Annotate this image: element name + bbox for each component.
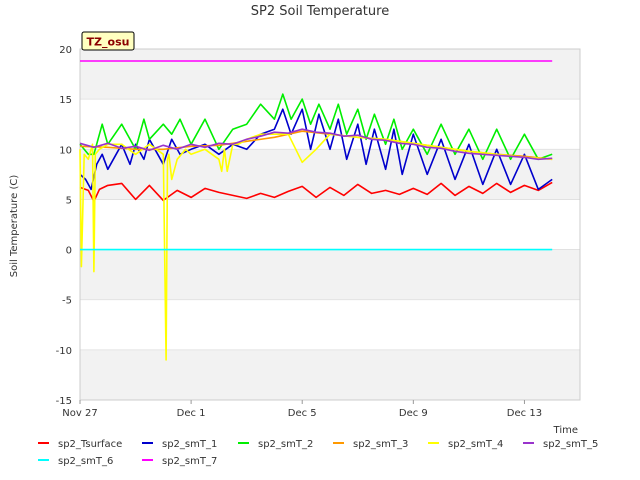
- y-axis: -15 -10 -5 0 5 10 15 20: [56, 45, 72, 407]
- legend-label: sp2_smT_1: [162, 439, 217, 450]
- y-tick-label: 5: [66, 195, 72, 206]
- plot-band: [80, 249, 580, 300]
- y-tick-label: -10: [56, 346, 72, 357]
- y-tick-label: 0: [66, 246, 72, 257]
- series-layer: [79, 60, 553, 361]
- x-tick-label: Dec 9: [399, 408, 428, 419]
- y-tick-label: -15: [56, 396, 72, 407]
- plot-band: [80, 99, 580, 150]
- legend-label: sp2_smT_6: [58, 456, 113, 467]
- legend: sp2_Tsurface sp2_smT_1 sp2_smT_2 sp2_smT_3 s…: [38, 439, 598, 467]
- legend-label: sp2_smT_7: [162, 456, 217, 467]
- chart-title: SP2 Soil Temperature: [251, 4, 389, 19]
- tz-badge-label: TZ_osu: [87, 36, 130, 49]
- x-axis: Nov 27 Dec 1 Dec 5 Dec 9 Dec 13: [62, 400, 542, 419]
- y-tick-label: -5: [62, 296, 72, 307]
- x-tick-label: Dec 13: [507, 408, 542, 419]
- legend-label: sp2_smT_3: [353, 439, 408, 450]
- legend-label: sp2_Tsurface: [58, 439, 122, 450]
- series-line-sp2_smT_4: [79, 133, 553, 361]
- series-line-sp2_smT_5: [79, 128, 553, 161]
- x-tick-label: Dec 1: [177, 408, 206, 419]
- legend-label: sp2_smT_5: [543, 439, 598, 450]
- plot-background: [80, 49, 580, 400]
- y-axis-label: Soil Temperature (C): [9, 175, 20, 278]
- series-line-sp2_Tsurface: [79, 181, 553, 203]
- series-line-sp2_smT_1: [79, 108, 553, 191]
- plot-band: [80, 349, 580, 400]
- legend-label: sp2_smT_2: [258, 439, 313, 450]
- plot-frame: [79, 48, 581, 401]
- plot-band: [80, 299, 580, 350]
- plot-band: [80, 49, 580, 100]
- x-axis-label: Time: [553, 425, 578, 436]
- tz-badge: TZ_osu: [81, 31, 135, 51]
- plot-band: [80, 199, 580, 250]
- y-tick-label: 10: [59, 145, 72, 156]
- x-tick-label: Dec 5: [288, 408, 317, 419]
- y-tick-label: 15: [59, 95, 72, 106]
- tz-badge-box: [81, 31, 135, 51]
- x-tick-label: Nov 27: [62, 408, 97, 419]
- y-tick-label: 20: [59, 45, 72, 56]
- legend-label: sp2_smT_4: [448, 439, 503, 450]
